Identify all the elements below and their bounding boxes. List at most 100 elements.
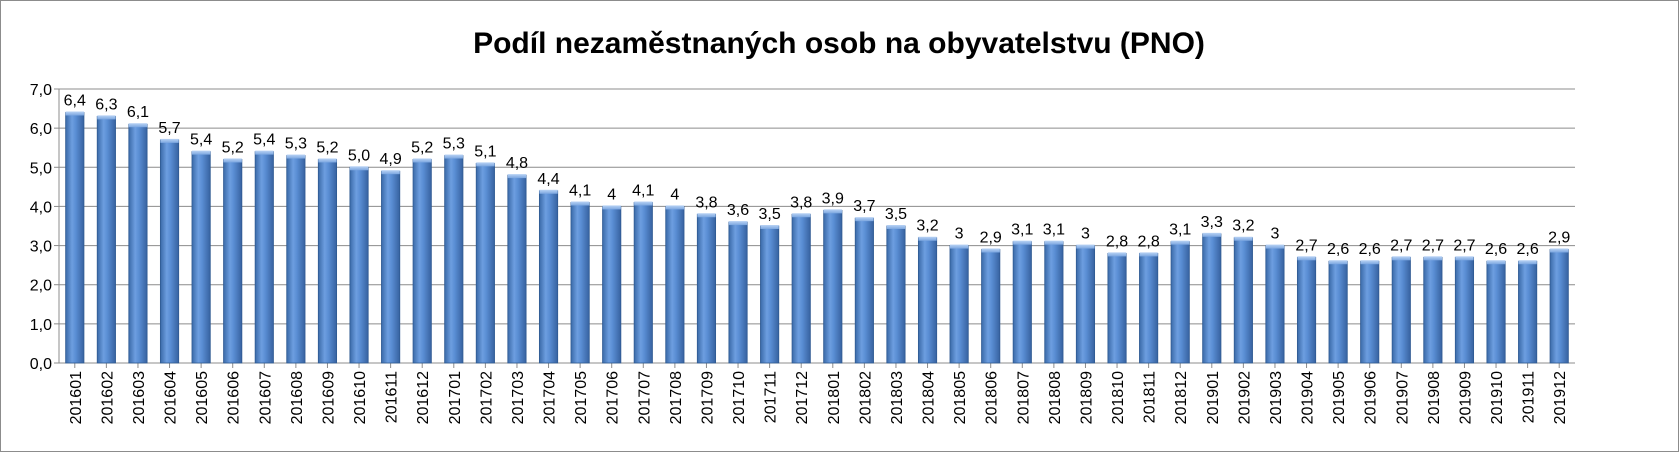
bar-body: [1170, 241, 1190, 364]
bar: [1139, 252, 1159, 364]
data-label: 2,8: [1138, 233, 1160, 250]
x-tick-label: 201810: [1110, 371, 1127, 424]
data-label: 2,7: [1295, 237, 1317, 254]
bar-body: [1360, 260, 1380, 364]
data-label: 3,9: [822, 190, 844, 207]
bar-body: [444, 155, 464, 364]
x-tick-label: 201703: [510, 371, 527, 424]
bar: [1328, 260, 1348, 364]
bar-cap: [728, 221, 748, 226]
bar: [507, 174, 527, 364]
bar-cap: [570, 201, 590, 206]
x-tick-label: 201609: [320, 371, 337, 424]
data-label: 2,6: [1485, 241, 1507, 258]
data-label: 2,7: [1453, 237, 1475, 254]
bar-body: [381, 170, 401, 364]
x-tick-label: 201607: [257, 371, 274, 424]
bar-cap: [1202, 232, 1221, 237]
data-labels: 6,4 6,3 6,1 5,7 5,4 5,2 5,4 5,3 5,2 5,0 4,9 5,2 5,3 5…: [64, 92, 1571, 258]
y-tick-label: 5,0: [30, 160, 52, 177]
x-tick-label: 201905: [1331, 371, 1348, 424]
bar: [665, 205, 685, 364]
x-tick-label: 201803: [889, 371, 906, 424]
x-tick-label: 201705: [573, 371, 590, 424]
y-tick-label: 3,0: [30, 239, 52, 256]
bar-cap: [1518, 260, 1537, 265]
bar-cap: [286, 154, 306, 159]
bar-cap: [507, 174, 527, 179]
bar-body: [1202, 233, 1222, 364]
x-tick-label: 201809: [1078, 371, 1095, 424]
bar-body: [1518, 260, 1538, 364]
x-tick-label: 201807: [1015, 371, 1032, 424]
bar-body: [1391, 256, 1411, 364]
bar-cap: [1265, 244, 1285, 249]
x-tick-label: 201601: [68, 371, 85, 424]
x-tick-label: 201702: [478, 371, 495, 424]
x-tick-label: 201606: [226, 371, 243, 424]
bar-cap: [97, 115, 116, 120]
bar-cap: [981, 248, 1000, 253]
bar-body: [349, 166, 369, 364]
bar-cap: [1139, 252, 1158, 257]
data-label: 2,6: [1517, 241, 1539, 258]
bar-cap: [665, 205, 685, 210]
data-label: 2,6: [1359, 241, 1381, 258]
bar-cap: [1360, 260, 1379, 265]
bar: [1170, 240, 1190, 364]
data-label: 2,9: [1548, 229, 1570, 246]
data-label: 3,1: [1011, 222, 1033, 239]
data-label: 5,7: [158, 120, 180, 137]
bar-body: [475, 162, 495, 364]
y-tick-label: 0,0: [30, 356, 52, 373]
data-label: 3: [1271, 226, 1280, 243]
data-label: 6,4: [64, 92, 86, 109]
bar: [1044, 240, 1064, 364]
bar-body: [1012, 241, 1032, 364]
data-label: 2,7: [1390, 237, 1412, 254]
bar-body: [1265, 245, 1285, 364]
bar-body: [507, 174, 527, 364]
bar: [1486, 260, 1506, 364]
data-label: 4,4: [537, 171, 559, 188]
bar: [1391, 256, 1411, 364]
bar: [791, 213, 811, 364]
data-label: 5,0: [348, 147, 370, 164]
bar-cap: [1107, 252, 1127, 257]
x-tick-label: 201906: [1363, 371, 1380, 424]
bar-body: [223, 159, 243, 364]
data-label: 4,1: [632, 183, 654, 200]
x-tick-label: 201608: [289, 371, 306, 424]
bar-body: [1423, 256, 1443, 364]
x-tick-label: 201711: [763, 371, 780, 423]
bar-body: [633, 202, 653, 364]
x-tick-label: 201812: [1173, 371, 1190, 424]
data-label: 4,1: [569, 183, 591, 200]
bar-cap: [476, 162, 495, 167]
bar-body: [728, 221, 748, 364]
bar: [381, 170, 401, 364]
bar-cap: [160, 138, 179, 143]
x-tick-label: 201806: [984, 371, 1001, 424]
bar-cap: [1423, 256, 1443, 261]
bar-cap: [413, 158, 432, 163]
bar-cap: [1550, 248, 1569, 253]
bar-body: [665, 206, 685, 364]
bar: [1202, 232, 1222, 364]
x-tick-label: 201804: [921, 371, 938, 424]
bar-body: [1486, 260, 1506, 364]
category-labels: 201601 201602 201603 201604 201605 201606 2016…: [68, 371, 1569, 424]
bar-cap: [886, 225, 906, 229]
bar-cap: [1486, 260, 1506, 265]
bar: [475, 162, 495, 364]
data-label: 3,3: [1201, 214, 1223, 231]
bar-body: [854, 217, 874, 364]
x-tick-label: 201603: [131, 371, 148, 424]
y-tick-label: 2,0: [30, 278, 52, 295]
y-tick-label: 7,0: [30, 82, 52, 99]
data-label: 3,6: [727, 202, 749, 219]
data-label: 5,4: [190, 132, 212, 149]
bar: [760, 225, 780, 364]
